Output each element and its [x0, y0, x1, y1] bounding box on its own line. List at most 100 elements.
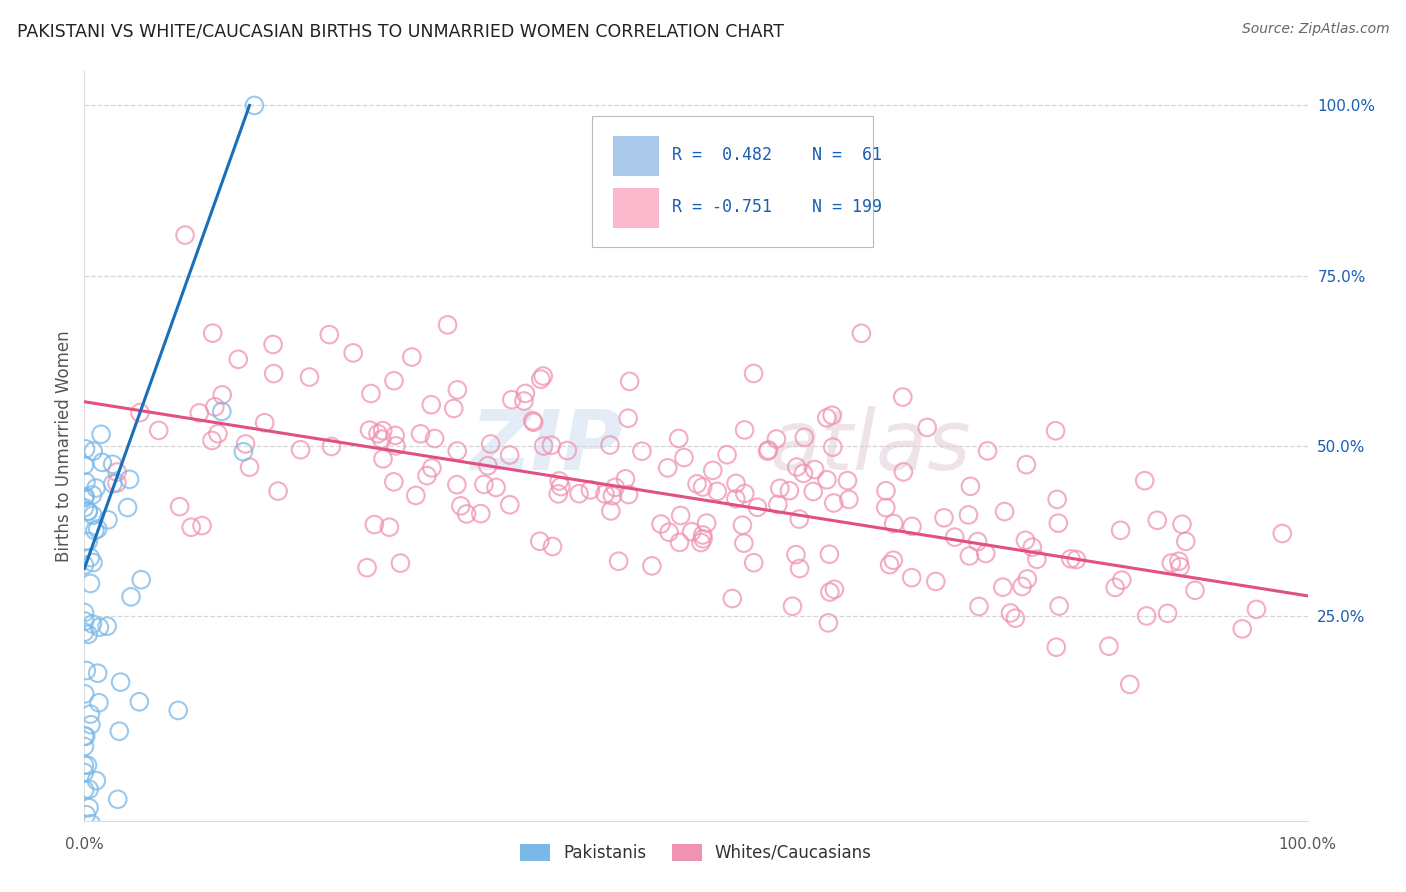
Point: [82, 617, 104, 632]
Point: [1133, 474, 1156, 488]
Point: [360, 386, 382, 401]
Point: [82, 556, 104, 570]
Point: [742, 367, 765, 381]
Point: [967, 599, 990, 614]
Point: [359, 423, 381, 437]
Point: [73, 458, 96, 473]
Point: [619, 375, 641, 389]
Point: [73, 729, 96, 743]
Point: [363, 517, 385, 532]
Point: [389, 556, 412, 570]
Point: [1045, 424, 1067, 438]
Point: [957, 508, 980, 522]
Point: [555, 443, 578, 458]
Point: [110, 675, 132, 690]
Point: [785, 548, 807, 562]
Text: Source: ZipAtlas.com: Source: ZipAtlas.com: [1241, 22, 1389, 37]
Point: [479, 437, 502, 451]
Point: [696, 516, 718, 530]
Point: [73, 758, 96, 772]
Point: [901, 519, 924, 533]
Point: [818, 547, 841, 561]
Point: [692, 480, 714, 494]
Point: [201, 326, 224, 340]
Point: [617, 487, 640, 501]
Point: [747, 500, 769, 515]
Point: [82, 508, 104, 523]
Point: [446, 383, 468, 397]
Point: [974, 546, 997, 560]
Point: [79, 707, 101, 722]
Point: [522, 414, 544, 428]
Point: [129, 406, 152, 420]
Point: [531, 369, 554, 384]
Point: [79, 576, 101, 591]
Point: [1171, 517, 1194, 532]
Point: [725, 476, 748, 491]
Point: [607, 554, 630, 568]
Point: [792, 467, 814, 481]
Text: atlas: atlas: [769, 406, 972, 486]
Point: [1232, 622, 1254, 636]
Point: [1047, 599, 1070, 613]
Point: [73, 687, 96, 701]
Point: [470, 507, 492, 521]
Point: [77, 627, 100, 641]
Point: [371, 432, 394, 446]
Point: [108, 724, 131, 739]
Point: [1167, 554, 1189, 568]
Point: [235, 437, 257, 451]
Point: [821, 409, 844, 423]
Point: [450, 499, 472, 513]
Point: [80, 816, 103, 830]
Point: [77, 801, 100, 815]
Point: [87, 696, 110, 710]
Point: [263, 367, 285, 381]
Point: [821, 440, 844, 454]
Point: [731, 518, 754, 533]
Point: [75, 475, 97, 490]
Point: [105, 475, 128, 490]
Point: [238, 460, 260, 475]
Point: [382, 374, 405, 388]
Point: [73, 782, 96, 797]
Point: [1135, 609, 1157, 624]
Point: [548, 474, 571, 488]
Point: [211, 404, 233, 418]
Point: [73, 558, 96, 573]
Point: [73, 491, 96, 505]
Point: [943, 530, 966, 544]
Point: [690, 535, 713, 549]
Point: [97, 513, 120, 527]
Point: [786, 460, 808, 475]
Point: [75, 664, 97, 678]
Point: [188, 406, 211, 420]
Point: [1025, 552, 1047, 566]
Point: [1119, 677, 1142, 691]
Point: [932, 510, 955, 524]
Point: [599, 504, 621, 518]
Point: [371, 451, 394, 466]
Point: [778, 483, 800, 498]
Point: [211, 388, 233, 402]
Point: [420, 461, 443, 475]
Point: [498, 448, 520, 462]
Point: [101, 458, 124, 472]
Point: [180, 520, 202, 534]
Point: [1045, 640, 1067, 655]
Point: [298, 370, 321, 384]
Point: [232, 444, 254, 458]
Point: [530, 372, 553, 386]
Point: [499, 498, 522, 512]
Point: [817, 615, 839, 630]
Point: [174, 228, 197, 243]
Point: [378, 520, 401, 534]
Point: [120, 590, 142, 604]
Point: [384, 428, 406, 442]
Point: [75, 807, 97, 822]
Point: [1109, 524, 1132, 538]
Point: [734, 486, 756, 500]
Point: [803, 462, 825, 476]
Point: [658, 525, 681, 540]
Point: [420, 398, 443, 412]
